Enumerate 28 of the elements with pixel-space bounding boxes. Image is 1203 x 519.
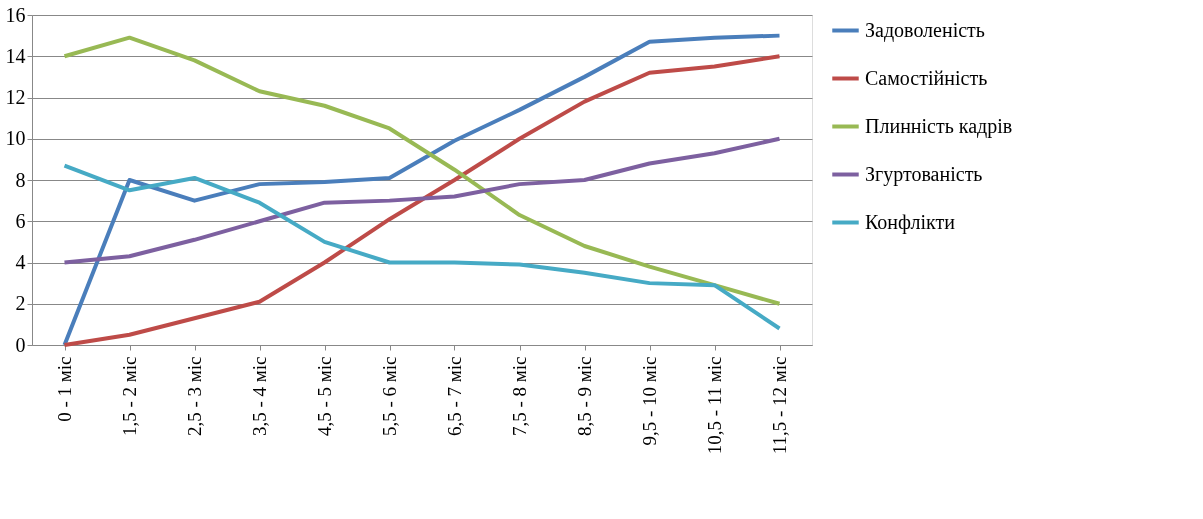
legend-label: Задоволеність — [865, 18, 985, 42]
y-tick-label: 0 — [15, 333, 26, 356]
y-tick-label: 16 — [5, 3, 26, 26]
x-tick-label: 9,5 - 10 міс — [639, 356, 660, 446]
x-tick-label: 10,5 - 11 міс — [704, 356, 725, 455]
x-tick-label: 6,5 - 7 міс — [444, 356, 465, 437]
y-tick-label: 2 — [15, 292, 26, 315]
x-tick-label: 8,5 - 9 міс — [574, 356, 595, 437]
y-tick-label: 12 — [5, 86, 26, 108]
x-tick-label: 7,5 - 8 міс — [509, 356, 530, 437]
y-tick-label: 6 — [15, 209, 26, 232]
x-tick-label: 5,5 - 6 міс — [379, 356, 400, 437]
line-series — [62, 163, 782, 331]
y-tick-label: 14 — [5, 44, 26, 67]
x-tick-label: 11,5 - 12 міс — [769, 356, 790, 455]
x-tick-label: 1,5 - 2 міс — [119, 356, 140, 437]
line-series — [62, 136, 782, 265]
y-tick-label: 4 — [15, 251, 26, 273]
x-tick-label: 0 - 1 міс — [54, 356, 75, 422]
x-tick-label: 2,5 - 3 міс — [184, 356, 205, 437]
x-tick-label: 3,5 - 4 міс — [249, 356, 270, 437]
legend-label: Конфлікти — [865, 210, 956, 234]
legend-label: Самостійність — [865, 66, 988, 89]
y-tick-label: 8 — [15, 168, 26, 191]
legend-label: Згуртованість — [865, 162, 983, 186]
y-tick-label: 10 — [5, 127, 26, 150]
x-tick-label: 4,5 - 5 міс — [314, 356, 335, 437]
legend-label: Плинність кадрів — [865, 114, 1013, 138]
